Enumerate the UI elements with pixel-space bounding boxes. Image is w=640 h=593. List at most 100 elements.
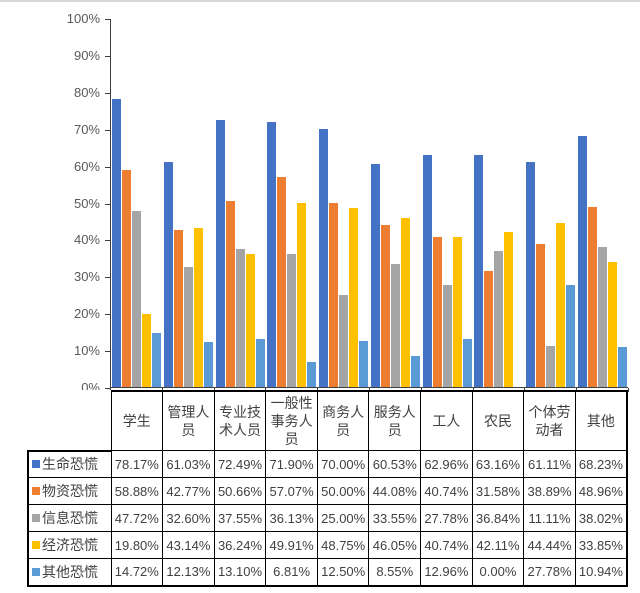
value-cell: 36.24%: [213, 531, 267, 559]
y-axis-tick-label: 80%: [73, 84, 100, 100]
bar: [390, 263, 400, 387]
bar: [267, 122, 277, 387]
bar: [400, 217, 410, 387]
bar: [504, 232, 514, 387]
y-axis-tick: [105, 240, 110, 242]
legend-cell: 经济恐慌: [27, 531, 112, 559]
y-axis-tick: [105, 203, 110, 205]
bar: [225, 200, 235, 387]
bar: [565, 284, 575, 387]
value-cell: 44.44%: [523, 531, 576, 559]
value-cell: 40.74%: [420, 531, 473, 559]
bar: [184, 267, 194, 387]
y-axis-tick-label: 50%: [73, 195, 100, 211]
value-cell: 46.05%: [368, 531, 422, 559]
legend-cell: 物资恐慌: [27, 477, 112, 505]
value-cell: 12.96%: [420, 558, 473, 587]
value-cell: 48.75%: [316, 531, 370, 559]
column-header-cell: 其他: [574, 390, 628, 451]
value-cell: 32.60%: [162, 504, 215, 532]
y-axis-tick: [105, 351, 110, 353]
y-axis-tick-label: 30%: [73, 269, 100, 285]
plot-area: [110, 19, 628, 388]
legend-label: 信息恐慌: [42, 510, 98, 526]
bar: [329, 203, 339, 387]
window-edge: [0, 0, 640, 2]
bar-group: [163, 19, 215, 387]
bar: [297, 203, 307, 387]
y-axis-tick: [105, 277, 110, 279]
column-header-cell: 管理人员: [162, 390, 215, 451]
y-axis-tick: [105, 129, 110, 131]
value-cell: 33.85%: [574, 531, 628, 559]
x-axis-tick: [628, 388, 629, 392]
column-header-cell: 农民: [471, 390, 525, 451]
y-axis-tick-label: 40%: [73, 232, 100, 248]
value-cell: 42.77%: [162, 477, 215, 505]
bar: [422, 155, 432, 387]
value-cell: 44.08%: [368, 477, 422, 505]
bar: [204, 342, 214, 387]
column-header-cell: 专业技术人员: [213, 390, 267, 451]
bar: [277, 176, 287, 387]
value-cell: 38.02%: [574, 504, 628, 532]
value-cell: 60.53%: [368, 450, 422, 478]
legend-swatch: [32, 514, 40, 522]
y-axis-tick-label: 90%: [73, 47, 100, 63]
y-axis-tick-label: 10%: [73, 343, 100, 359]
bar: [535, 243, 545, 387]
legend-swatch: [32, 487, 40, 495]
bar: [164, 162, 174, 387]
y-axis-tick: [105, 314, 110, 316]
value-cell: 63.16%: [471, 450, 525, 478]
legend-swatch: [32, 460, 40, 469]
bar: [319, 129, 329, 387]
value-cell: 33.55%: [368, 504, 422, 532]
value-cell: 37.55%: [213, 504, 267, 532]
value-cell: 70.00%: [316, 450, 370, 478]
bar-group: [318, 19, 370, 387]
bar: [194, 228, 204, 387]
value-cell: 62.96%: [420, 450, 473, 478]
value-cell: 25.00%: [316, 504, 370, 532]
bar: [410, 355, 420, 387]
bar: [112, 99, 122, 387]
bar-group: [111, 19, 163, 387]
legend-cell: 其他恐慌: [27, 558, 112, 587]
bar-group: [214, 19, 266, 387]
bar: [462, 339, 472, 387]
bar-group: [576, 19, 628, 387]
legend-label: 物资恐慌: [42, 483, 98, 499]
bar-group: [525, 19, 577, 387]
value-cell: 13.10%: [213, 558, 267, 587]
value-cell: 78.17%: [110, 450, 164, 478]
bar: [132, 211, 142, 387]
bar: [474, 154, 484, 387]
y-axis-tick: [105, 166, 110, 168]
column-header-cell: 服务人员: [368, 390, 422, 451]
bar: [597, 247, 607, 387]
bar: [370, 164, 380, 387]
bar: [380, 224, 390, 387]
y-axis-tick: [105, 55, 110, 57]
value-cell: 61.11%: [523, 450, 576, 478]
bar: [617, 346, 627, 387]
value-cell: 42.11%: [471, 531, 525, 559]
bar: [349, 207, 359, 387]
y-axis-tick-label: 70%: [73, 121, 100, 137]
y-axis-tick-label: 20%: [73, 306, 100, 322]
bar: [494, 251, 504, 387]
column-header-cell: 工人: [420, 390, 473, 451]
value-cell: 72.49%: [213, 450, 267, 478]
column-header-cell: 商务人员: [316, 390, 370, 451]
bar: [339, 295, 349, 387]
legend-cell: 生命恐慌: [27, 449, 112, 478]
value-cell: 58.88%: [110, 477, 164, 505]
value-cell: 0.00%: [471, 558, 525, 587]
data-table: 学生 管理人员 专业技术人员 一般性事务人员 商务人员 服务人员 工人 农民 个体劳动者 其他 生命…: [27, 390, 628, 587]
column-header-cell: 一般性事务人员: [265, 390, 318, 451]
y-axis-tick: [105, 388, 110, 389]
value-cell: 27.78%: [420, 504, 473, 532]
bar-group: [266, 19, 318, 387]
